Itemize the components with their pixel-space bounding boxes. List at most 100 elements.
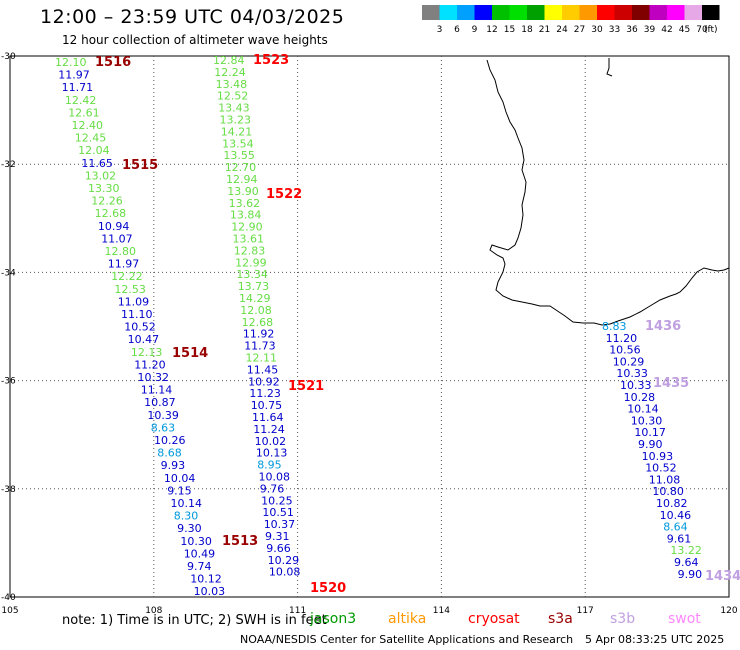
legend-tick-label: 36 [626,25,638,35]
lon-tick-label: 117 [577,606,594,616]
mission-altika: altika [388,611,427,627]
wave-height-value: 12.68 [95,207,127,220]
orbit-track-label: 1434 [705,569,740,584]
wave-height-value: 12.04 [78,144,110,157]
legend-tick-label: 9 [472,25,478,35]
observation-labels: 12.1011.9711.7112.4212.6112.4012.4512.04… [55,54,702,598]
wave-height-value: 11.14 [141,384,173,397]
wave-height-value: 8.64 [663,521,688,534]
wave-height-value: 11.24 [253,423,284,436]
wave-height-value: 13.02 [85,169,117,182]
wave-height-value: 8.83 [602,320,627,333]
mission-s3a: s3a [548,611,573,627]
wave-height-value: 12.40 [72,119,104,132]
wave-height-value: 8.68 [157,447,182,460]
wave-height-value: 13.48 [216,78,248,91]
credit-line: NOAA/NESDIS Center for Satellite Applica… [240,633,574,646]
wave-height-value: 14.21 [221,125,253,138]
legend-tick-label: 6 [454,25,460,35]
wave-height-value: 12.84 [213,54,245,67]
wave-height-value: 9.30 [177,522,202,535]
lat-tick-label: -40 [1,593,16,603]
legend-swatch [492,5,510,20]
wave-height-value: 10.04 [164,472,196,485]
lat-lon-grid: 105 108 111 114 117 120 -30 -32 -34 -36 -38 -40 [1,52,738,616]
orbit-track-label: 1435 [653,376,689,391]
wave-height-value: 12.94 [226,173,258,186]
wave-height-value: 10.08 [269,566,301,579]
wave-height-value: 12.08 [240,304,271,317]
wave-height-value: 11.08 [649,473,681,486]
legend-tick-label: 39 [644,25,656,35]
wave-height-value: 11.20 [134,358,166,371]
wave-height-value: 13.30 [88,182,120,195]
legend-swatch [422,5,440,20]
wave-height-value: 10.14 [171,497,203,510]
wave-height-value: 10.29 [613,355,645,368]
wave-height-value: 10.37 [264,518,296,531]
wave-height-value: 13.23 [220,114,252,127]
wave-height-value: 10.08 [259,471,291,484]
wave-height-value: 13.62 [229,197,261,210]
wave-height-value: 13.90 [227,185,258,198]
wave-height-value: 10.17 [634,426,666,439]
map-frame [9,55,730,598]
wave-height-value: 10.82 [656,497,688,510]
legend-swatch [684,5,702,20]
lat-tick-label: -38 [1,485,16,495]
legend-tick-label: 27 [574,25,585,35]
wave-height-value: 10.80 [652,485,684,498]
mission-jason3: jason3 [310,611,357,627]
legend-unit: (ft) [704,25,718,35]
wave-height-value: 10.03 [194,585,226,598]
legend-swatch [527,5,545,20]
wave-height-value: 10.30 [631,414,663,427]
lat-tick-label: -36 [1,377,16,387]
wave-height-value: 10.32 [138,371,170,384]
wave-height-value: 10.30 [180,535,212,548]
lon-tick-label: 105 [1,606,18,616]
orbit-track-label: 1520 [310,581,346,596]
legend-tick-label: 12 [486,25,497,35]
wave-height-value: 10.33 [620,379,652,392]
wave-height-value: 12.10 [55,56,87,69]
wave-height-value: 10.46 [660,509,692,522]
wave-height-value: 9.90 [638,438,663,451]
wave-height-value: 11.23 [249,387,281,400]
legend-swatch [474,5,492,20]
wave-height-value: 12.53 [114,283,145,296]
orbit-track-label: 1513 [222,534,258,549]
wave-height-value: 10.94 [98,220,129,233]
wave-height-value: 12.80 [105,245,137,258]
orbit-track-label: 1436 [645,319,681,334]
wave-height-value: 10.52 [645,462,677,475]
generated-timestamp: 5 Apr 08:33:25 UTC 2025 [585,633,725,646]
wave-height-value: 12.24 [214,66,246,79]
lon-tick-label: 108 [145,606,162,616]
wave-height-value: 12.22 [111,270,143,283]
wave-height-value: 10.52 [124,321,156,334]
wave-height-value: 12.26 [91,195,123,208]
orbit-track-label: 1522 [266,187,302,202]
legend-swatch [667,5,685,20]
wave-height-value: 11.65 [81,157,113,170]
wave-height-value: 11.20 [606,332,638,345]
track-labels: 1516 1515 1514 1513 1523 1522 1521 1520 1436 1435… [95,53,740,596]
wave-height-value: 9.90 [678,568,703,581]
wave-height-value: 12.90 [231,221,263,234]
footnote: note: 1) Time is in UTC; 2) SWH is in fe… [62,613,327,628]
lon-tick-label: 111 [289,606,306,616]
legend-swatch [579,5,597,20]
wave-height-value: 9.31 [265,530,290,543]
wave-height-value: 11.45 [247,363,278,376]
wave-height-value: 10.14 [627,403,659,416]
wave-height-value: 10.39 [147,409,179,422]
orbit-track-label: 1514 [172,346,208,361]
legend-swatch [457,5,475,20]
wave-height-value: 11.71 [62,81,94,94]
wave-height-value: 8.63 [151,421,176,434]
wave-height-value: 14.29 [239,292,271,305]
map-plot: 105 108 111 114 117 120 -30 -32 -34 -36 -38 -40 12.… [1,52,740,616]
wave-height-value: 12.61 [68,106,100,119]
wave-height-value: 12.11 [246,352,278,365]
